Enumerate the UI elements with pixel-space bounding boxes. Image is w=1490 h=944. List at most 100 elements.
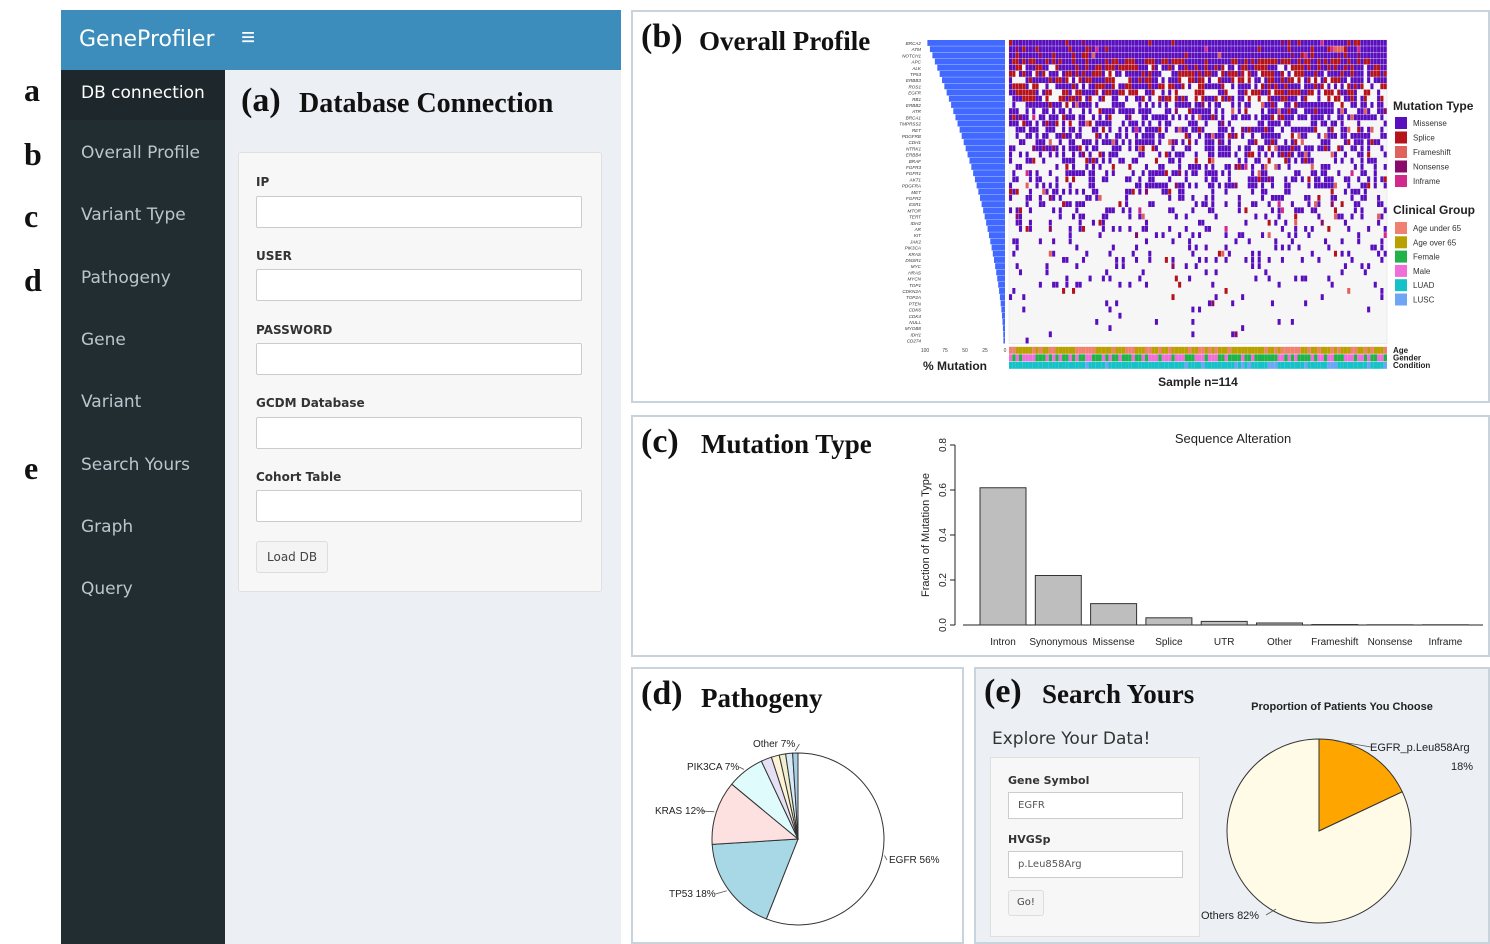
password-input[interactable] [256,343,582,375]
mutation-cell [1135,133,1139,139]
mutation-cell [1075,52,1079,59]
mutation-cell [1217,46,1221,52]
mutation-cell [1320,83,1324,90]
mutation-percent-bar [967,151,1005,158]
sidebar-item-variant[interactable]: Variant [81,392,142,412]
mutation-cell [1015,114,1019,121]
cohort-table-input[interactable] [256,490,582,522]
ip-input[interactable] [256,196,582,228]
mutation-cell [1310,40,1314,46]
mutation-cell [1108,157,1112,164]
mutation-cell [1081,201,1086,207]
mutation-cell [1254,201,1258,207]
legend-swatch [1395,279,1407,292]
load-db-button[interactable]: Load DB [256,541,329,573]
mutation-cell [1300,151,1304,158]
mutation-cell [1383,207,1387,214]
mutation-cell [1204,139,1208,145]
condition-track-cell [1373,361,1378,369]
gene-label: PDGFRA [902,184,921,189]
mutation-cell [1191,108,1195,114]
mutation-cell [1297,40,1301,46]
mutation-cell [1038,46,1042,52]
mutation-cell [1297,46,1301,52]
mutation-cell [1012,120,1016,127]
gender-track-cell [1280,354,1285,362]
mutation-cell [1370,46,1374,52]
mutation-cell [1280,46,1284,52]
mutation-cell [1088,176,1092,183]
mutation-cell [1144,52,1149,59]
mutation-cell [1343,188,1347,195]
mutation-cell [1012,170,1016,176]
mutation-cell [1310,114,1314,121]
mutation-cell [1128,77,1132,83]
mutation-cell [1247,145,1251,152]
age-track-cell [1018,346,1023,354]
sidebar-item-variant-type[interactable]: Variant Type [81,205,186,225]
gender-track-cell [1241,354,1245,362]
mutation-cell [1287,151,1291,158]
mutation-cell [1261,108,1265,114]
mutation-cell [1307,71,1311,77]
mutation-cell [1012,188,1016,195]
sidebar-item-pathogeny[interactable]: Pathogeny [81,268,171,288]
mutation-cell [1380,95,1384,102]
mutation-cell [1118,102,1122,108]
mutation-cell [1025,133,1029,139]
x-tick-label: Inframe [1428,637,1462,648]
sidebar-item-query[interactable]: Query [81,579,133,599]
track-label: Condition [1393,361,1430,370]
gender-track-cell [1380,354,1384,362]
user-input[interactable] [256,269,582,301]
mutation-cell [1307,126,1311,133]
mutation-cell [1204,170,1208,176]
mutation-cell [1367,145,1371,152]
mutation-cell [1091,89,1095,96]
gender-track-cell [1025,354,1029,362]
mutation-cell [1340,250,1344,257]
hamburger-icon[interactable]: ≡ [241,24,256,51]
mutation-cell [1207,226,1212,232]
mutation-cell [1310,145,1314,152]
brand-logo[interactable]: GeneProfiler [79,27,215,52]
mutation-cell [1227,139,1231,145]
sidebar-item-overall-profile[interactable]: Overall Profile [81,143,201,163]
sidebar-item-gene[interactable]: Gene [81,330,126,350]
mutation-cell [1065,102,1069,108]
mutation-cell [1098,95,1102,102]
gene-label: ATM [911,47,922,52]
mutation-cell [1290,40,1294,46]
mutation-cell [1377,46,1381,52]
mutation-cell [1314,40,1318,46]
mutation-cell [1095,46,1099,52]
mutation-cell [1012,288,1016,294]
mutation-cell [1108,40,1112,46]
hvgsp-input[interactable]: p.Leu858Arg [1008,851,1183,878]
mutation-cell [1333,133,1338,139]
mutation-cell [1088,151,1092,158]
condition-track-cell [1383,361,1387,369]
sidebar-item-db-connection[interactable]: DB connection [61,70,225,120]
gcdm-database-input[interactable] [256,417,582,449]
mutation-cell [1231,108,1235,114]
mutation-cell [1161,89,1165,96]
mutation-cell [1154,114,1158,121]
gene-symbol-input[interactable]: EGFR [1008,792,1183,819]
age-track-cell [1224,346,1228,354]
mutation-cell [1264,151,1268,158]
mutation-cell [1068,120,1072,127]
mutation-cell [1018,58,1023,65]
sidebar-item-graph[interactable]: Graph [81,517,134,537]
mutation-cell [1300,89,1304,96]
mutation-cell [1254,71,1258,77]
mutation-cell [1188,164,1192,170]
go-button[interactable]: Go! [1008,890,1044,916]
sample-axis-label: Sample n=114 [1158,375,1238,389]
sidebar-item-search-yours[interactable]: Search Yours [81,455,190,475]
mutation-cell [1144,238,1149,245]
mutation-cell [1377,95,1381,102]
mutation-cell [1214,114,1218,121]
mutation-cell [1045,77,1049,83]
mutation-cell [1088,157,1092,164]
